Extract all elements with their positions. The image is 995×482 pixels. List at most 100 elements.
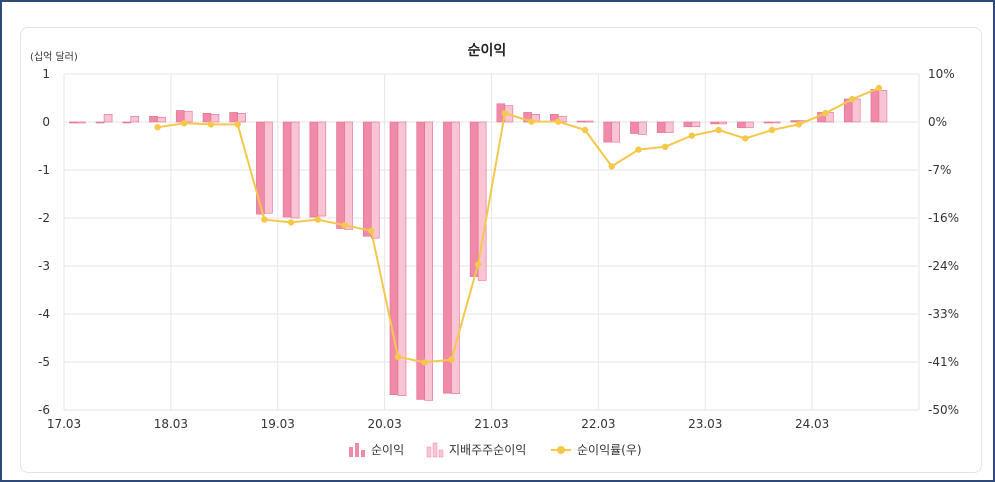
x-tick-label: 22.03	[581, 417, 615, 431]
net-margin-point	[207, 121, 215, 128]
net-margin-point	[474, 261, 482, 268]
controlling-net-income-bar	[370, 121, 380, 239]
x-tick-label: 21.03	[474, 417, 508, 431]
legend-item-net-income[interactable]: 순이익	[349, 443, 404, 457]
controlling-net-income-bar	[210, 114, 220, 123]
net-margin-point	[688, 132, 696, 139]
net-income-bar	[603, 121, 613, 143]
controlling-net-income-bar	[344, 121, 353, 230]
net-margin-point	[421, 359, 428, 366]
controlling-net-income-bar	[237, 113, 246, 123]
x-tick-label: 19.03	[261, 417, 295, 431]
net-income-bar	[683, 121, 693, 128]
net-margin-point	[314, 216, 322, 223]
legend-bar-icon	[426, 446, 432, 458]
y-right-tick-label: 0%	[928, 115, 947, 129]
net-margin-point	[822, 110, 829, 117]
net-income-bar	[309, 121, 319, 218]
net-income-bar	[175, 110, 185, 123]
controlling-net-income-bar	[424, 121, 434, 401]
legend-bar-icon	[432, 442, 438, 458]
net-income-bar	[69, 121, 78, 124]
net-income-bar	[122, 121, 132, 124]
legend-item-controlling-net-income[interactable]: 지배주주순이익	[426, 442, 526, 458]
net-margin-point	[341, 222, 348, 229]
net-income-bar	[95, 121, 105, 124]
y-left-tick-label: -2	[38, 211, 50, 225]
controlling-net-income-bar	[451, 121, 460, 394]
controlling-net-income-bar	[664, 121, 674, 133]
net-margin-point	[154, 124, 161, 131]
net-income-bar	[416, 121, 426, 400]
net-income-bar	[282, 121, 292, 218]
legend-label: 지배주주순이익	[449, 443, 526, 457]
y-left-tick-label: -5	[38, 355, 50, 369]
net-margin-point	[394, 353, 402, 360]
controlling-net-income-bar	[691, 121, 701, 128]
legend-bar-icon	[349, 447, 353, 457]
bars	[69, 89, 888, 401]
controlling-net-income-bar	[157, 116, 166, 123]
legend-marker-icon	[557, 446, 565, 454]
controlling-net-income-bar	[397, 121, 407, 396]
y-right-tick-label: 10%	[928, 67, 955, 81]
net-margin-point	[528, 118, 535, 125]
controlling-net-income-bar	[718, 121, 727, 125]
controlling-net-income-bar	[264, 121, 273, 214]
net-margin-point	[608, 163, 615, 170]
net-income-bar	[469, 121, 479, 277]
net-income-bar	[763, 121, 773, 124]
y-left-tick-label: -1	[38, 163, 50, 177]
net-margin-point	[287, 219, 295, 226]
y-left-tick-label: -3	[38, 259, 50, 273]
net-income-bar	[256, 121, 265, 215]
margin-line	[154, 84, 883, 366]
controlling-net-income-bar	[130, 115, 140, 123]
y-right-tick-label: -50%	[928, 403, 959, 417]
net-income-bar	[443, 121, 452, 394]
net-margin-point	[715, 126, 722, 134]
net-margin-point	[555, 118, 562, 125]
legend-label: 순이익	[371, 443, 404, 457]
controlling-net-income-bar	[851, 98, 861, 123]
y-axis-unit-label: (십억 달러)	[30, 51, 78, 63]
x-tick-label: 23.03	[688, 417, 722, 431]
axis-labels: 1 10% 0 0% -1 -7% -2 -16% -3 -24% -4 -33% -5 -41% -6 -5…	[38, 67, 959, 431]
net-income-bar	[656, 121, 666, 133]
net-margin-point	[501, 110, 509, 117]
net-income-bar	[149, 115, 158, 123]
net-margin-point	[742, 135, 749, 142]
y-right-tick-label: -33%	[928, 307, 959, 321]
y-right-tick-label: -7%	[928, 163, 951, 177]
controlling-net-income-bar	[317, 121, 327, 217]
y-left-tick-label: -6	[38, 403, 50, 417]
y-right-tick-label: -16%	[928, 211, 959, 225]
net-income-bar	[710, 121, 719, 125]
controlling-net-income-bar	[290, 121, 300, 219]
controlling-net-income-bar	[771, 121, 781, 124]
controlling-net-income-bar	[584, 120, 594, 123]
controlling-net-income-bar	[77, 121, 86, 124]
controlling-net-income-bar	[878, 90, 888, 123]
controlling-net-income-bar	[611, 121, 621, 143]
net-margin-point	[368, 227, 375, 234]
net-income-bar	[870, 89, 880, 123]
net-income-bar	[229, 112, 238, 123]
chart-title: 순이익	[468, 42, 507, 59]
legend-bar-icon	[355, 443, 359, 457]
chart-card	[20, 27, 982, 473]
net-income-bar	[336, 121, 345, 229]
x-tick-label: 24.03	[795, 417, 829, 431]
net-margin-point	[875, 84, 883, 92]
controlling-net-income-bar	[183, 111, 193, 123]
net-income-bar	[630, 121, 639, 134]
legend-bar-icon	[361, 450, 365, 457]
net-income-bar	[362, 121, 372, 237]
legend-item-net-margin[interactable]: 순이익률(우)	[551, 443, 642, 457]
y-left-tick-label: 1	[42, 67, 50, 81]
net-margin-point	[768, 126, 776, 134]
net-margin-point	[448, 356, 455, 363]
y-right-tick-label: -24%	[928, 259, 959, 273]
net-margin-point	[581, 126, 589, 134]
